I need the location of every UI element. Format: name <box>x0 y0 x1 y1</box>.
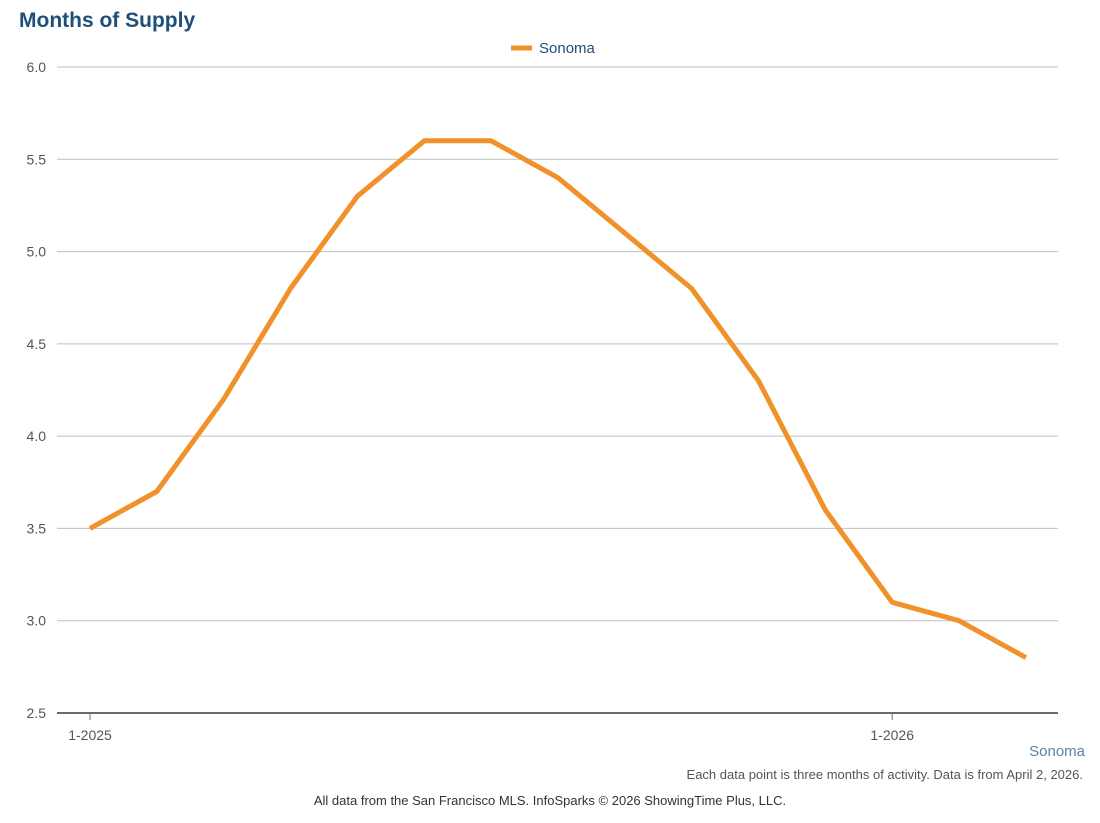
series-source-label: Sonoma <box>1029 743 1085 760</box>
y-tick-label: 3.5 <box>27 520 47 536</box>
y-tick-label: 5.5 <box>27 151 47 167</box>
x-tick-label: 1-2026 <box>870 727 914 743</box>
y-tick-label: 3.0 <box>27 613 47 629</box>
grid-layer <box>57 66 1058 622</box>
legend-label[interactable]: Sonoma <box>539 40 596 57</box>
x-tick-label: 1-2025 <box>68 727 112 743</box>
chart-title: Months of Supply <box>19 9 196 32</box>
y-tick-label: 4.5 <box>27 336 47 352</box>
footnote: Each data point is three months of activ… <box>686 767 1083 782</box>
y-tick-label: 4.0 <box>27 428 47 444</box>
y-tick-label: 5.0 <box>27 244 47 260</box>
x-axis: 1-2025 1-2026 <box>57 712 1058 743</box>
series-layer <box>88 138 1028 660</box>
legend[interactable]: Sonoma <box>511 40 596 57</box>
y-axis-ticks: 2.5 3.0 3.5 4.0 4.5 5.0 5.5 6.0 <box>27 59 47 721</box>
y-tick-label: 6.0 <box>27 59 47 75</box>
y-tick-label: 2.5 <box>27 705 47 721</box>
credit-line: All data from the San Francisco MLS. Inf… <box>313 793 787 808</box>
series-line-sonoma[interactable] <box>88 138 1028 660</box>
